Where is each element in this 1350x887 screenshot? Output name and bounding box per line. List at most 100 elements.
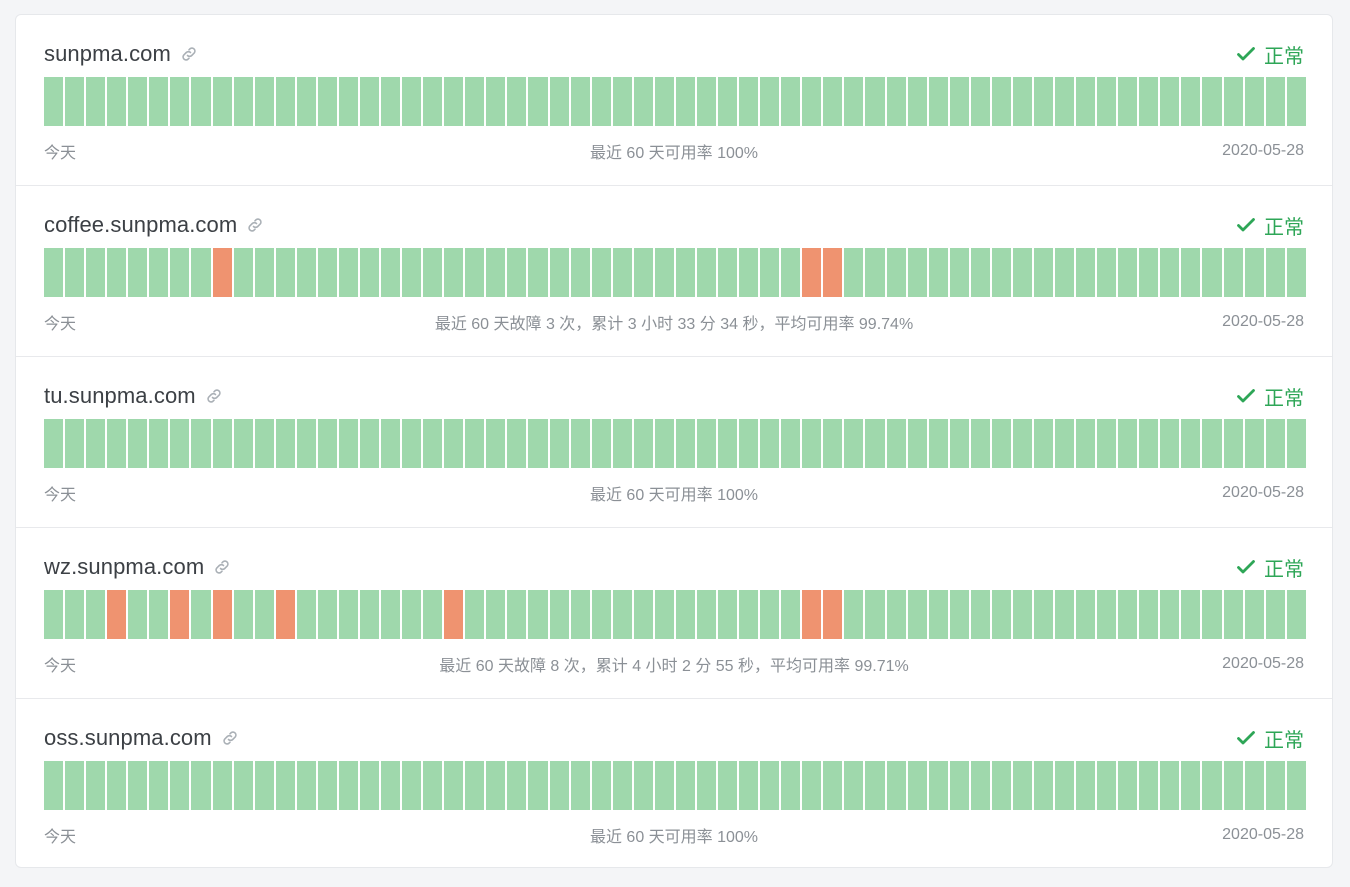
uptime-day-bar[interactable] — [1223, 590, 1243, 639]
uptime-day-bar[interactable] — [212, 77, 232, 126]
uptime-day-bar[interactable] — [1244, 419, 1264, 468]
uptime-day-bar[interactable] — [1265, 77, 1285, 126]
uptime-day-bar[interactable] — [970, 77, 990, 126]
uptime-day-bar-down[interactable] — [823, 590, 843, 639]
uptime-day-bar[interactable] — [1160, 590, 1180, 639]
uptime-day-bar-down[interactable] — [275, 590, 295, 639]
uptime-day-bar[interactable] — [423, 77, 443, 126]
uptime-day-bar[interactable] — [1286, 419, 1306, 468]
uptime-day-bar[interactable] — [675, 77, 695, 126]
uptime-day-bar[interactable] — [865, 248, 885, 297]
uptime-day-bar[interactable] — [359, 77, 379, 126]
uptime-day-bar[interactable] — [486, 248, 506, 297]
uptime-day-bar[interactable] — [444, 248, 464, 297]
uptime-day-bar[interactable] — [675, 761, 695, 810]
uptime-day-bar[interactable] — [633, 419, 653, 468]
uptime-day-bar[interactable] — [507, 77, 527, 126]
uptime-day-bar[interactable] — [507, 761, 527, 810]
uptime-day-bar[interactable] — [633, 590, 653, 639]
uptime-day-bar[interactable] — [486, 761, 506, 810]
uptime-day-bar[interactable] — [1033, 77, 1053, 126]
uptime-day-bar[interactable] — [844, 248, 864, 297]
uptime-day-bar[interactable] — [907, 761, 927, 810]
uptime-day-bar[interactable] — [865, 419, 885, 468]
uptime-day-bar[interactable] — [696, 248, 716, 297]
uptime-day-bar[interactable] — [760, 248, 780, 297]
uptime-day-bar[interactable] — [149, 761, 169, 810]
uptime-day-bar[interactable] — [970, 248, 990, 297]
link-icon[interactable] — [220, 728, 240, 748]
uptime-day-bar[interactable] — [423, 419, 443, 468]
uptime-day-bar[interactable] — [739, 761, 759, 810]
uptime-day-bar[interactable] — [696, 419, 716, 468]
uptime-day-bar[interactable] — [1202, 590, 1222, 639]
uptime-day-bar[interactable] — [317, 761, 337, 810]
uptime-day-bar[interactable] — [1076, 590, 1096, 639]
uptime-day-bar[interactable] — [886, 77, 906, 126]
uptime-day-bar[interactable] — [718, 761, 738, 810]
uptime-day-bar[interactable] — [739, 248, 759, 297]
uptime-day-bar[interactable] — [128, 419, 148, 468]
uptime-day-bar[interactable] — [170, 77, 190, 126]
uptime-day-bar[interactable] — [802, 77, 822, 126]
uptime-day-bar[interactable] — [549, 419, 569, 468]
uptime-day-bar[interactable] — [1055, 419, 1075, 468]
uptime-day-bar[interactable] — [191, 590, 211, 639]
uptime-day-bar[interactable] — [591, 419, 611, 468]
uptime-day-bar[interactable] — [170, 761, 190, 810]
uptime-day-bar[interactable] — [128, 590, 148, 639]
link-icon[interactable] — [204, 386, 224, 406]
uptime-day-bar[interactable] — [781, 248, 801, 297]
uptime-day-bar[interactable] — [212, 761, 232, 810]
uptime-day-bar[interactable] — [1286, 590, 1306, 639]
uptime-day-bar[interactable] — [1012, 248, 1032, 297]
uptime-day-bar[interactable] — [65, 419, 85, 468]
uptime-day-bar[interactable] — [718, 590, 738, 639]
uptime-day-bar[interactable] — [507, 419, 527, 468]
uptime-day-bar[interactable] — [886, 590, 906, 639]
uptime-day-bar[interactable] — [549, 761, 569, 810]
uptime-day-bar[interactable] — [823, 419, 843, 468]
uptime-day-bar[interactable] — [1055, 761, 1075, 810]
uptime-day-bar[interactable] — [528, 419, 548, 468]
uptime-day-bar[interactable] — [1244, 590, 1264, 639]
uptime-day-bar[interactable] — [1181, 419, 1201, 468]
uptime-day-bar[interactable] — [254, 419, 274, 468]
uptime-day-bar[interactable] — [570, 419, 590, 468]
uptime-day-bar[interactable] — [1265, 761, 1285, 810]
uptime-day-bar[interactable] — [654, 761, 674, 810]
uptime-day-bar[interactable] — [823, 761, 843, 810]
uptime-day-bar[interactable] — [633, 248, 653, 297]
uptime-day-bar[interactable] — [760, 419, 780, 468]
uptime-day-bar[interactable] — [296, 761, 316, 810]
uptime-day-bar[interactable] — [275, 419, 295, 468]
uptime-day-bar-down[interactable] — [802, 590, 822, 639]
uptime-day-bar[interactable] — [865, 77, 885, 126]
uptime-day-bar[interactable] — [949, 77, 969, 126]
uptime-day-bar[interactable] — [1244, 761, 1264, 810]
uptime-day-bar[interactable] — [1286, 77, 1306, 126]
uptime-day-bar[interactable] — [970, 590, 990, 639]
uptime-day-bar[interactable] — [570, 761, 590, 810]
uptime-day-bar[interactable] — [65, 248, 85, 297]
uptime-day-bar[interactable] — [865, 590, 885, 639]
uptime-day-bar[interactable] — [907, 248, 927, 297]
uptime-day-bar[interactable] — [1097, 761, 1117, 810]
uptime-day-bar[interactable] — [254, 590, 274, 639]
uptime-day-bar[interactable] — [465, 761, 485, 810]
uptime-day-bar[interactable] — [1223, 419, 1243, 468]
uptime-day-bar[interactable] — [170, 248, 190, 297]
uptime-day-bar[interactable] — [44, 77, 64, 126]
uptime-day-bar[interactable] — [928, 761, 948, 810]
uptime-day-bar[interactable] — [86, 77, 106, 126]
uptime-day-bar[interactable] — [149, 419, 169, 468]
uptime-day-bar[interactable] — [381, 77, 401, 126]
uptime-day-bar[interactable] — [338, 77, 358, 126]
uptime-day-bar[interactable] — [486, 590, 506, 639]
uptime-day-bar[interactable] — [570, 248, 590, 297]
uptime-day-bar[interactable] — [423, 590, 443, 639]
uptime-day-bar[interactable] — [928, 590, 948, 639]
uptime-day-bar[interactable] — [1139, 77, 1159, 126]
uptime-day-bar[interactable] — [507, 590, 527, 639]
uptime-day-bar[interactable] — [654, 248, 674, 297]
